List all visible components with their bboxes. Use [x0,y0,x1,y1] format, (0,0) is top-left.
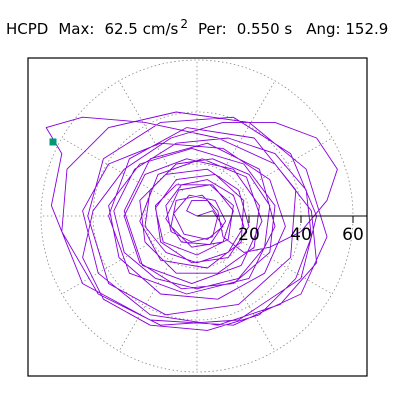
grid-spoke-120 [118,80,184,192]
angle-value: 152.9 [345,20,389,38]
grid-spoke-240 [118,240,184,352]
radial-tick-label-60: 60 [342,225,364,245]
grid-spoke-150 [61,137,173,203]
period-value: 0.550 s [236,20,293,38]
angle-label: Ang: [306,20,341,38]
max-unit-exponent: 2 [180,17,188,31]
plot-frame [27,57,368,377]
max-value: 62.5 [104,20,138,38]
radial-axis: 20 40 60 [197,215,367,245]
max-marker-group [49,138,57,146]
grid-spoke-330 [221,229,333,295]
max-label: Max: [58,20,95,38]
grid-spoke-30 [221,137,333,203]
grid-spoke-60 [210,80,276,192]
max-unit: cm/s [142,20,179,38]
station-code: HCPD [6,20,49,38]
max-amplitude-marker [49,138,57,146]
grid-spoke-300 [210,240,276,352]
period-label: Per: [198,20,227,38]
radial-tick-label-40: 40 [290,225,312,245]
particle-motion-trace [45,111,338,331]
radial-tick-label-20: 20 [238,225,260,245]
grid-spoke-210 [61,229,173,295]
chart-header: HCPD Max: 62.5 cm/s 2 Per: 0.550 s Ang: 152.9 [6,14,388,39]
trace-path [45,111,338,331]
